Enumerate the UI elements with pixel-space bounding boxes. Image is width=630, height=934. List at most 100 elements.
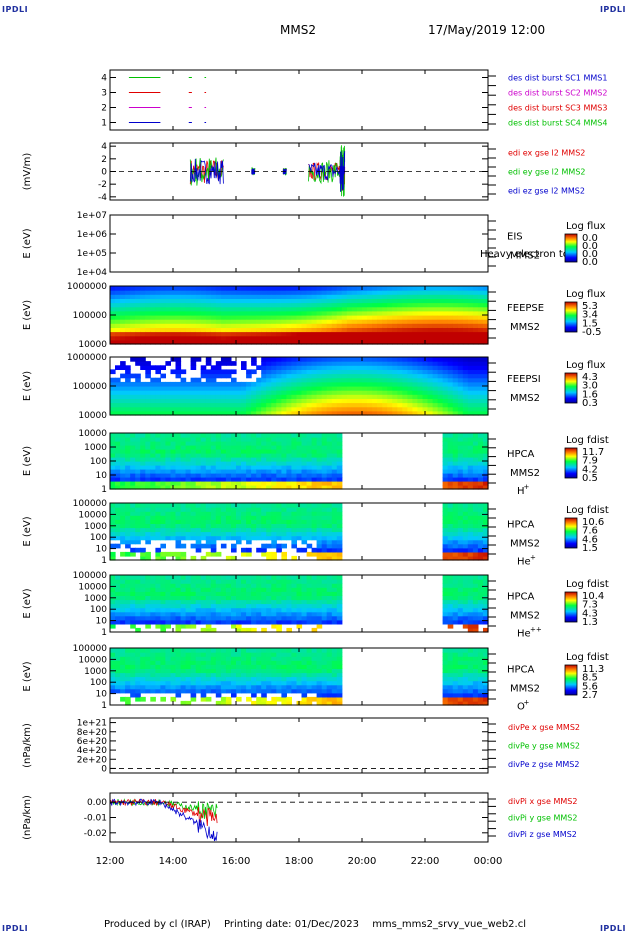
heatmap-cell [175,481,182,486]
heatmap-cell [432,327,439,333]
heatmap-cell [215,445,222,450]
heatmap-cell [382,290,388,295]
heatmap-cell [301,477,308,482]
heatmap-cell [301,664,308,669]
heatmap-cell [261,531,267,537]
heatmap-cell [185,410,192,416]
heatmap-cell [246,445,252,450]
heatmap-cell [190,449,197,454]
heatmap-cell [447,437,454,442]
heatmap-cell [306,398,313,404]
heatmap-cell [190,648,197,653]
heatmap-cell [236,519,242,524]
heatmap-cell [180,294,187,299]
heatmap-cell [331,507,338,512]
feepse-spacecraft-label: MMS2 [510,322,540,333]
heatmap-cell [402,286,408,291]
heatmap-cell [140,461,146,466]
heatmap-cell [397,290,403,295]
heatmap-cell [442,373,449,379]
heatmap-cell [402,306,408,312]
heatmap-cell [462,398,469,404]
heatmap-cell [225,507,232,512]
heatmap-cell [261,315,267,320]
heatmap-cell [266,394,272,399]
heatmap-cell [130,599,136,605]
heatmap-cell [311,607,318,613]
heatmap-cell [165,676,171,682]
heatmap-cell [135,453,141,458]
corner-label-top-right: IPDLI [599,5,626,14]
heatmap-cell [326,611,333,617]
heatmap-cell [175,531,182,537]
heatmap-cell [427,310,434,316]
heatmap-cell [422,327,429,333]
heatmap-cell [472,402,479,408]
heatmap-cell [286,457,292,462]
heatmap-cell [155,535,161,541]
heatmap-cell [236,319,242,324]
heatmap-cell [195,603,202,609]
heatmap-cell [457,595,464,601]
heatmap-cell [225,648,232,653]
heatmap-cell [462,286,469,291]
heatmap-cell [286,619,292,625]
heatmap-cell [135,481,141,486]
heatmap-cell [271,615,277,621]
heatmap-cell [185,583,192,588]
heatmap-cell [427,377,434,383]
heatmap-cell [200,433,207,438]
heatmap-cell [115,511,121,516]
heatmap-cell [452,335,459,341]
heatmap-cell [145,485,151,490]
heatmap-cell [452,357,459,362]
heatmap-cell [331,481,338,486]
heatmap-cell [220,599,227,605]
heatmap-cell [276,547,282,553]
heatmap-cell [266,648,272,653]
heatmap-cell [387,298,393,304]
heatmap-cell [291,607,297,613]
heatmap-cell [472,473,479,478]
heatmap-cell [432,290,439,295]
heatmap-cell [135,680,141,686]
heatmap-cell [387,294,393,299]
heatmap-cell [367,286,373,291]
heatmap-cell [291,339,297,345]
heatmap-cell [377,386,383,391]
heatmap-cell [261,664,267,669]
heatmap-cell [110,290,116,295]
heatmap-cell [155,515,161,520]
heatmap-cell [115,591,121,596]
heatmap-cell [483,433,489,438]
heatmap-cell [120,323,126,328]
heatmap-cell [477,477,484,482]
heatmap-cell [241,684,247,690]
hpca_hepp-colorbar [564,591,578,623]
heatmap-cell [205,323,212,328]
heatmap-cell [175,611,182,617]
heatmap-cell [447,449,454,454]
colorbar-label: 7.6 [582,526,598,537]
heatmap-cell [241,579,247,584]
heatmap-cell [306,579,313,584]
heatmap-cell [231,656,237,661]
heatmap-cell [311,523,318,529]
heatmap-cell [281,386,287,391]
heatmap-cell [150,523,156,529]
heatmap-cell [311,511,318,516]
heatmap-cell [351,290,358,295]
heatmap-cell [326,339,333,345]
heatmap-cell [472,591,479,596]
heatmap-cell [467,294,474,299]
heatmap-cell [467,547,474,553]
heatmap-cell [447,481,454,486]
heatmap-cell [215,323,222,328]
heatmap-cell [407,315,413,320]
heatmap-cell [155,457,161,462]
heatmap-cell [392,369,398,375]
heatmap-cell [483,398,489,404]
heatmap-cell [120,286,126,291]
heatmap-cell [135,331,141,337]
